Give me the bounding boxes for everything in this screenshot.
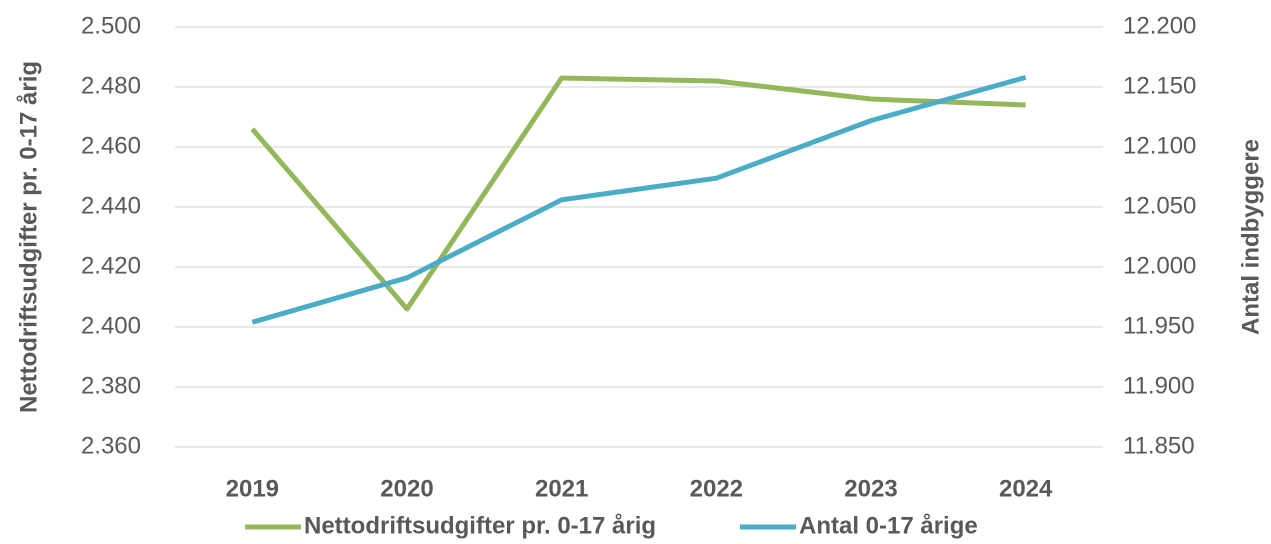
series-line <box>251 74 1027 325</box>
y2-tick-label: 12.100 <box>1123 132 1196 159</box>
y2-tick-label: 12.200 <box>1123 12 1196 39</box>
legend-label: Antal 0-17 årige <box>799 512 978 539</box>
y-tick-label: 2.460 <box>81 132 141 159</box>
x-tick-label: 2021 <box>535 475 588 502</box>
y2-tick-label: 12.150 <box>1123 72 1196 99</box>
y2-tick-label: 11.950 <box>1123 312 1195 339</box>
series-line <box>250 75 1026 312</box>
y-tick-label: 2.400 <box>81 312 141 339</box>
y-tick-label: 2.500 <box>81 12 141 39</box>
x-tick-label: 2020 <box>380 475 433 502</box>
y-tick-label: 2.360 <box>81 432 141 459</box>
y2-tick-label: 11.900 <box>1123 372 1195 399</box>
y2-tick-label: 11.850 <box>1123 432 1195 459</box>
y2-axis-title: Antal indbyggere <box>1237 139 1264 335</box>
y-tick-label: 2.440 <box>81 192 141 219</box>
x-tick-label: 2022 <box>690 475 743 502</box>
x-tick-label: 2023 <box>844 475 897 502</box>
y2-tick-label: 12.000 <box>1123 252 1196 279</box>
x-tick-label: 2024 <box>999 475 1053 502</box>
x-tick-label: 2019 <box>226 475 279 502</box>
y-axis-title: Nettodriftsudgifter pr. 0-17 årig <box>15 61 42 413</box>
y-tick-label: 2.420 <box>81 252 141 279</box>
legend-label: Nettodriftsudgifter pr. 0-17 årig <box>304 512 656 539</box>
y2-tick-label: 12.050 <box>1123 192 1196 219</box>
y-tick-label: 2.380 <box>81 372 141 399</box>
y-tick-label: 2.480 <box>81 72 141 99</box>
